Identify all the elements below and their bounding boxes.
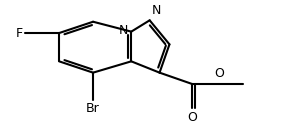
Text: N: N: [152, 4, 161, 17]
Text: O: O: [187, 111, 197, 124]
Text: O: O: [214, 67, 224, 80]
Text: Br: Br: [86, 102, 100, 115]
Text: N: N: [119, 24, 128, 37]
Text: F: F: [16, 27, 23, 40]
